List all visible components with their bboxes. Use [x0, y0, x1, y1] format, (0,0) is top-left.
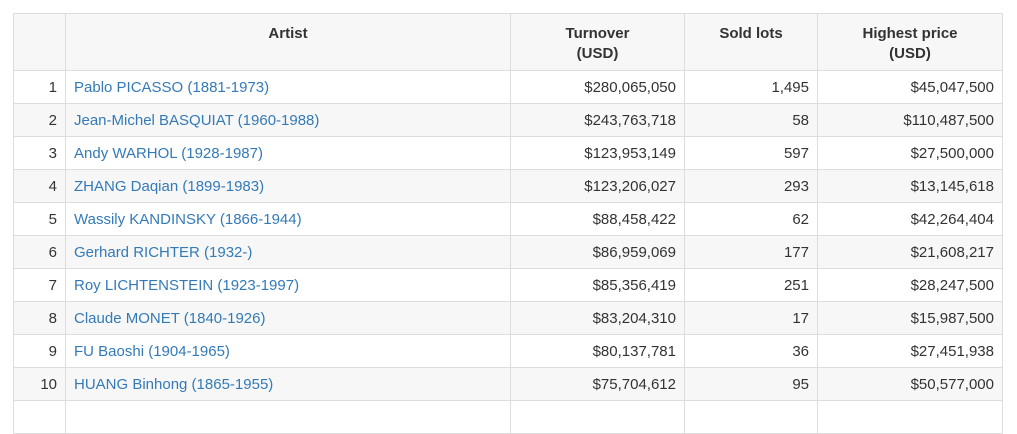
- sold-lots-cell: 36: [684, 334, 818, 368]
- table-row: 2 Jean-Michel BASQUIAT (1960-1988) $243,…: [13, 103, 1003, 137]
- table-row: 9 FU Baoshi (1904-1965) $80,137,781 36 $…: [13, 334, 1003, 368]
- highest-price-cell: $15,987,500: [817, 301, 1003, 335]
- artist-link[interactable]: Pablo PICASSO (1881-1973): [74, 78, 270, 96]
- highest-price-cell: $13,145,618: [817, 169, 1003, 203]
- sold-lots-cell: 251: [684, 268, 818, 302]
- artist-cell: Pablo PICASSO (1881-1973): [65, 70, 511, 104]
- table-row: 6 Gerhard RICHTER (1932-) $86,959,069 17…: [13, 235, 1003, 269]
- artist-link[interactable]: ZHANG Daqian (1899-1983): [74, 177, 265, 195]
- artist-link[interactable]: Jean-Michel BASQUIAT (1960-1988): [74, 111, 320, 129]
- artist-link[interactable]: FU Baoshi (1904-1965): [74, 342, 230, 360]
- rank-cell: 9: [13, 334, 66, 368]
- highest-price-cell: [817, 400, 1003, 434]
- rank-cell: 3: [13, 136, 66, 170]
- table-row: 10 HUANG Binhong (1865-1955) $75,704,612…: [13, 367, 1003, 401]
- artist-cell: FU Baoshi (1904-1965): [65, 334, 511, 368]
- sold-lots-cell: 177: [684, 235, 818, 269]
- column-header-artist: Artist: [65, 13, 511, 71]
- column-header-highest-price: Highest price (USD): [817, 13, 1003, 71]
- sold-lots-cell: [684, 400, 818, 434]
- sold-lots-cell: 597: [684, 136, 818, 170]
- artist-ranking-table: Artist Turnover (USD) Sold lots Highest …: [13, 13, 1003, 434]
- turnover-cell: $80,137,781: [510, 334, 685, 368]
- turnover-cell: $123,953,149: [510, 136, 685, 170]
- artist-cell: Roy LICHTENSTEIN (1923-1997): [65, 268, 511, 302]
- turnover-cell: $75,704,612: [510, 367, 685, 401]
- turnover-cell: $123,206,027: [510, 169, 685, 203]
- table-row-partial: [13, 400, 1003, 434]
- table-row: 3 Andy WARHOL (1928-1987) $123,953,149 5…: [13, 136, 1003, 170]
- sold-lots-cell: 95: [684, 367, 818, 401]
- rank-cell: [13, 400, 66, 434]
- highest-price-cell: $110,487,500: [817, 103, 1003, 137]
- artist-cell: Andy WARHOL (1928-1987): [65, 136, 511, 170]
- artist-cell: Wassily KANDINSKY (1866-1944): [65, 202, 511, 236]
- table-header: Artist Turnover (USD) Sold lots Highest …: [13, 13, 1003, 71]
- sold-lots-cell: 58: [684, 103, 818, 137]
- table-row: 7 Roy LICHTENSTEIN (1923-1997) $85,356,4…: [13, 268, 1003, 302]
- rank-cell: 2: [13, 103, 66, 137]
- artist-cell: ZHANG Daqian (1899-1983): [65, 169, 511, 203]
- turnover-cell: $83,204,310: [510, 301, 685, 335]
- table-row: 8 Claude MONET (1840-1926) $83,204,310 1…: [13, 301, 1003, 335]
- sold-lots-cell: 1,495: [684, 70, 818, 104]
- rank-cell: 7: [13, 268, 66, 302]
- turnover-cell: $243,763,718: [510, 103, 685, 137]
- artist-cell: [65, 400, 511, 434]
- artist-ranking-table-container: Artist Turnover (USD) Sold lots Highest …: [13, 13, 1003, 434]
- artist-link[interactable]: Andy WARHOL (1928-1987): [74, 144, 263, 162]
- rank-cell: 8: [13, 301, 66, 335]
- artist-cell: Jean-Michel BASQUIAT (1960-1988): [65, 103, 511, 137]
- highest-price-cell: $21,608,217: [817, 235, 1003, 269]
- turnover-cell: [510, 400, 685, 434]
- table-row: 1 Pablo PICASSO (1881-1973) $280,065,050…: [13, 70, 1003, 104]
- highest-price-cell: $27,500,000: [817, 136, 1003, 170]
- header-row: Artist Turnover (USD) Sold lots Highest …: [13, 13, 1003, 71]
- artist-link[interactable]: Roy LICHTENSTEIN (1923-1997): [74, 276, 300, 294]
- table-body: 1 Pablo PICASSO (1881-1973) $280,065,050…: [13, 70, 1003, 434]
- rank-cell: 5: [13, 202, 66, 236]
- highest-price-cell: $45,047,500: [817, 70, 1003, 104]
- sold-lots-cell: 17: [684, 301, 818, 335]
- turnover-cell: $86,959,069: [510, 235, 685, 269]
- highest-price-cell: $50,577,000: [817, 367, 1003, 401]
- rank-cell: 4: [13, 169, 66, 203]
- column-header-turnover: Turnover (USD): [510, 13, 685, 71]
- sold-lots-cell: 62: [684, 202, 818, 236]
- turnover-cell: $85,356,419: [510, 268, 685, 302]
- turnover-cell: $88,458,422: [510, 202, 685, 236]
- rank-cell: 10: [13, 367, 66, 401]
- highest-price-cell: $27,451,938: [817, 334, 1003, 368]
- artist-link[interactable]: Gerhard RICHTER (1932-): [74, 243, 253, 261]
- artist-link[interactable]: Wassily KANDINSKY (1866-1944): [74, 210, 302, 228]
- column-header-rank: [13, 13, 66, 71]
- artist-cell: Claude MONET (1840-1926): [65, 301, 511, 335]
- column-header-sold-lots: Sold lots: [684, 13, 818, 71]
- highest-price-cell: $28,247,500: [817, 268, 1003, 302]
- highest-price-cell: $42,264,404: [817, 202, 1003, 236]
- artist-cell: Gerhard RICHTER (1932-): [65, 235, 511, 269]
- artist-link[interactable]: Claude MONET (1840-1926): [74, 309, 266, 327]
- rank-cell: 6: [13, 235, 66, 269]
- rank-cell: 1: [13, 70, 66, 104]
- sold-lots-cell: 293: [684, 169, 818, 203]
- turnover-cell: $280,065,050: [510, 70, 685, 104]
- table-row: 5 Wassily KANDINSKY (1866-1944) $88,458,…: [13, 202, 1003, 236]
- table-row: 4 ZHANG Daqian (1899-1983) $123,206,027 …: [13, 169, 1003, 203]
- artist-cell: HUANG Binhong (1865-1955): [65, 367, 511, 401]
- artist-link[interactable]: HUANG Binhong (1865-1955): [74, 375, 274, 393]
